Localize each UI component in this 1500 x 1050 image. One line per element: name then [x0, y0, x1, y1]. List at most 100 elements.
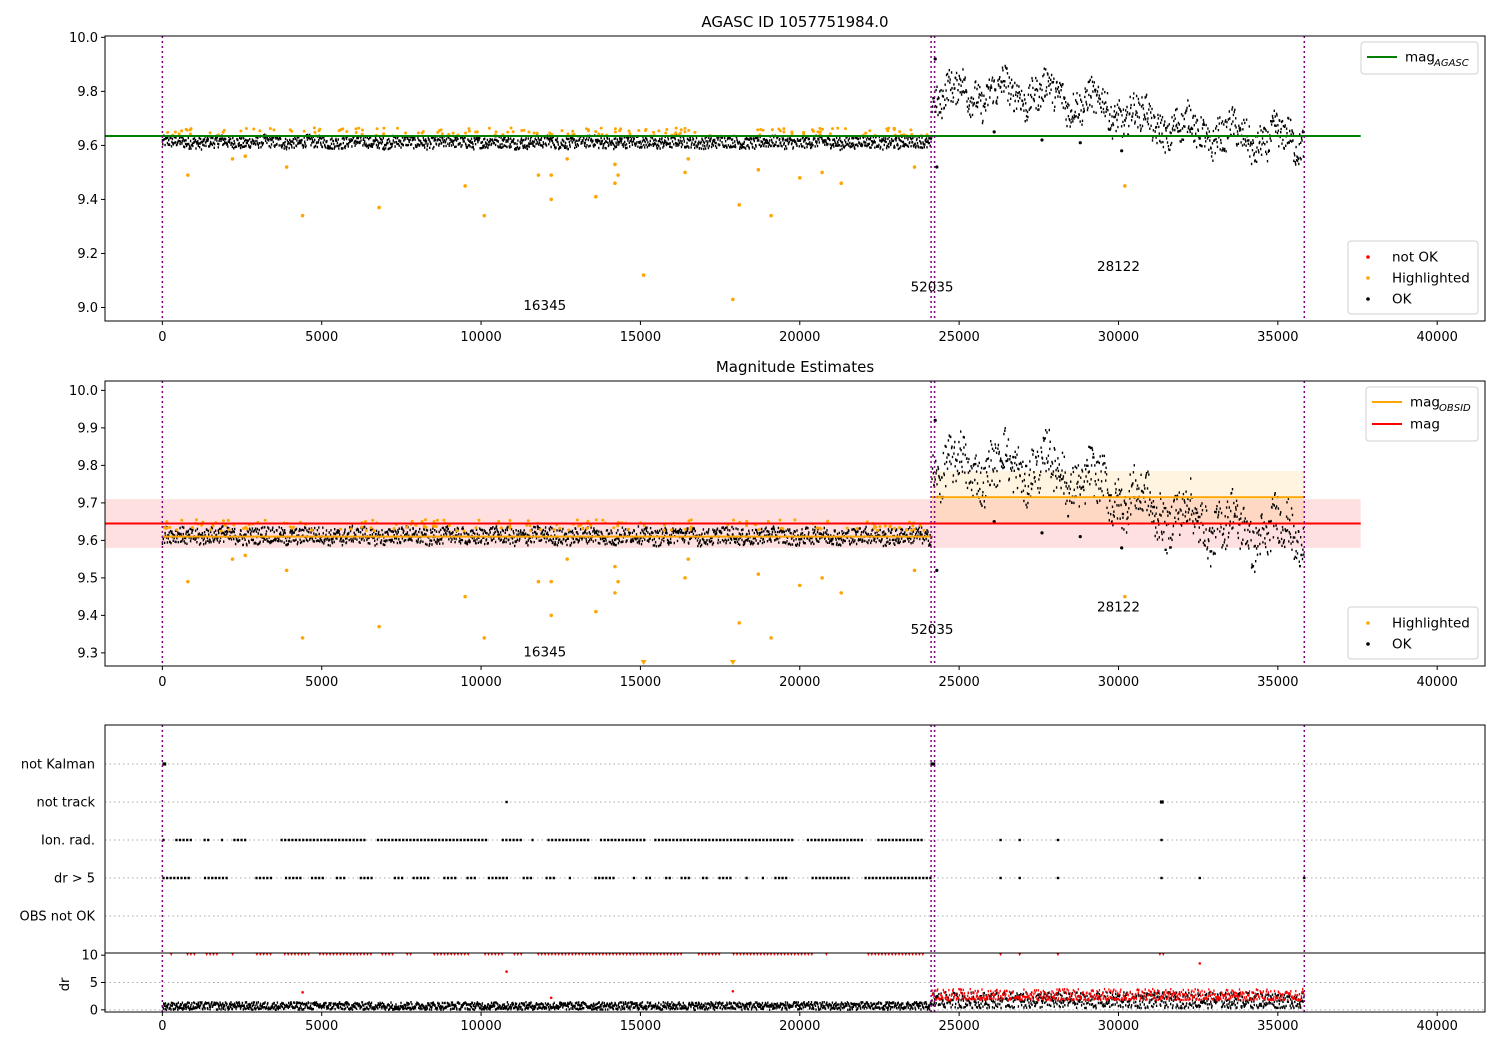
ok-point-5 [1120, 149, 1124, 153]
highlighted-clipped-0 [640, 660, 647, 665]
flag-points-3 [162, 876, 1306, 880]
highlighted-near-point [447, 524, 451, 528]
chart-title: Magnitude Estimates [716, 358, 874, 376]
highlighted-near-point [770, 128, 774, 132]
highlighted-point-4 [300, 213, 305, 218]
highlighted-point-5 [377, 624, 381, 629]
axes-frame [104, 35, 1486, 322]
highlighted-near-point [818, 130, 822, 134]
x-tick-label: 15000 [620, 330, 661, 345]
legend-frame [1347, 606, 1479, 660]
highlighted-near-point [302, 129, 306, 133]
highlighted-near-point [627, 527, 631, 531]
y-tick-label: 9.2 [77, 247, 98, 262]
highlighted-near-point [165, 526, 169, 530]
highlighted-point-8 [536, 579, 541, 584]
x-tick-label: 5000 [305, 675, 338, 690]
highlighted-point-21 [756, 167, 761, 172]
flag-point [1160, 876, 1163, 880]
highlighted-near-point [586, 519, 590, 523]
x-tick-label: 10000 [460, 675, 501, 690]
highlighted-near-point [599, 126, 603, 130]
flag-point [1056, 838, 1060, 842]
highlighted-near-point [349, 527, 353, 531]
highlighted-point-17 [686, 557, 691, 561]
highlighted-near-point [474, 526, 478, 530]
dr-clipped-point-0 [998, 953, 1003, 957]
highlighted-point-21 [797, 583, 802, 588]
y-tick-label: 10.0 [69, 384, 98, 399]
highlighted-point-20 [737, 203, 742, 207]
highlighted-near-point [432, 519, 436, 523]
x-tick-label: 35000 [1257, 1019, 1298, 1034]
highlighted-near-point [613, 130, 617, 134]
y-tick-label: 9.0 [77, 301, 98, 316]
highlighted-near-point [508, 519, 512, 523]
highlighted-point-22 [769, 213, 773, 218]
ok-points-band-1 [931, 64, 1305, 166]
ok-point-4 [1078, 141, 1082, 145]
highlighted-near-point [357, 126, 361, 130]
legend-marker-swatch [1366, 621, 1370, 625]
highlighted-near-point [188, 128, 192, 132]
highlighted-point-2 [243, 154, 248, 159]
highlighted-near-point [252, 127, 256, 131]
highlighted-near-point [421, 130, 425, 134]
x-tick-label: 20000 [779, 330, 820, 345]
highlighted-near-point [898, 526, 902, 530]
obsid-annotation-1: 52035 [911, 622, 954, 638]
legend-markers: Highlighted OK [1347, 606, 1479, 660]
plot-area [105, 418, 1361, 665]
x-tick-label: 30000 [1098, 675, 1139, 690]
highlighted-near-point [652, 130, 656, 134]
ok-point-2 [992, 130, 996, 134]
highlighted-near-point [566, 132, 570, 136]
highlighted-near-point [200, 523, 204, 527]
highlighted-near-point [223, 523, 227, 527]
x-tick-label: 35000 [1257, 330, 1298, 345]
highlighted-near-point [868, 129, 872, 133]
highlighted-near-point [898, 130, 902, 134]
flag-row-label: not Kalman [21, 758, 95, 773]
x-tick-label: 25000 [938, 1019, 979, 1034]
legend-frame [1365, 386, 1479, 442]
highlighted-near-point [674, 126, 678, 130]
legend-marker-swatch [1366, 642, 1370, 646]
highlighted-near-point [522, 128, 526, 132]
highlighted-near-point [422, 525, 426, 529]
highlighted-near-point [511, 130, 515, 134]
highlighted-near-point [338, 128, 342, 132]
highlighted-near-point [597, 132, 601, 136]
highlighted-near-point [364, 528, 368, 532]
highlighted-near-point [467, 129, 471, 133]
flag-point-run [1159, 800, 1164, 804]
highlighted-near-point [528, 524, 532, 528]
obsid-annotation-2: 28122 [1097, 600, 1140, 616]
highlighted-near-point [679, 131, 683, 135]
highlighted-near-point [382, 126, 386, 130]
highlighted-point-14 [616, 173, 620, 177]
highlighted-point-1 [230, 157, 235, 161]
highlighted-near-point [818, 126, 822, 130]
highlighted-near-point [642, 524, 646, 528]
highlighted-near-point [477, 518, 481, 522]
highlighted-near-point [420, 519, 424, 523]
highlighted-near-point [239, 129, 243, 133]
x-tick-label: 35000 [1257, 675, 1298, 690]
highlighted-point-12 [594, 194, 598, 199]
dr-not-ok-point-2 [549, 996, 553, 1000]
flag-point [1303, 876, 1306, 880]
highlighted-near-point [802, 132, 806, 136]
highlighted-near-point [462, 529, 466, 533]
dr-not-ok-points [931, 987, 1305, 1002]
flag-point-run [162, 762, 167, 766]
highlighted-near-point [494, 130, 498, 134]
highlighted-near-point [761, 128, 765, 132]
highlighted-near-point [188, 132, 192, 136]
highlighted-point-20 [769, 636, 773, 640]
highlighted-near-point [211, 524, 215, 528]
highlighted-point-19 [731, 297, 735, 302]
dr-y-tick-label: 10 [81, 949, 98, 964]
highlighted-near-point [766, 519, 770, 523]
highlighted-near-point [594, 518, 598, 522]
